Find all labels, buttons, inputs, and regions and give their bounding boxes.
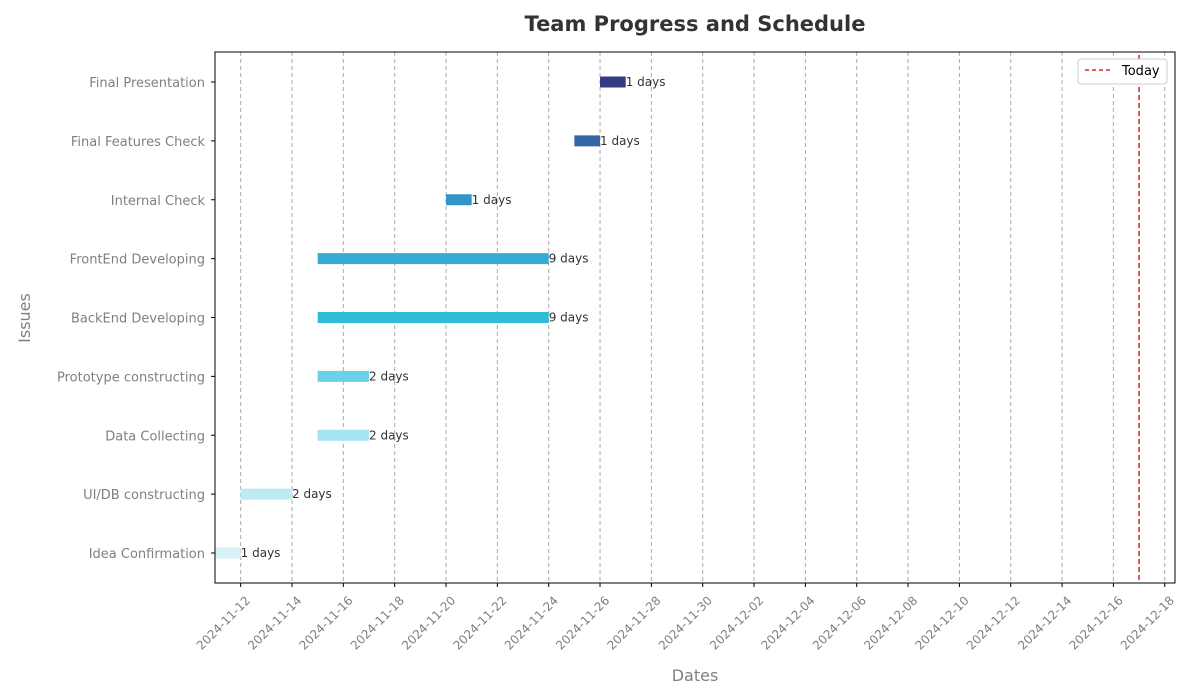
task-bar — [600, 76, 626, 88]
legend: Today — [1077, 58, 1168, 85]
x-tick-label: 2024-12-02 — [707, 593, 766, 652]
duration-label: 1 days — [472, 193, 512, 207]
task-bar — [317, 370, 370, 382]
y-tick-label: UI/DB constructing — [83, 488, 205, 503]
x-tick-label: 2024-11-24 — [502, 593, 561, 652]
x-tick-label: 2024-12-10 — [913, 593, 972, 652]
x-tick-label: 2024-11-26 — [553, 593, 612, 652]
y-tick-label: FrontEnd Developing — [70, 253, 205, 268]
y-tick-label: Data Collecting — [105, 429, 205, 444]
y-tick-label: Idea Confirmation — [89, 547, 205, 562]
x-tick-label: 2024-11-30 — [656, 593, 715, 652]
task-bars: 1 days 2 days 2 days 2 days 9 days 9 days 1 da… — [215, 75, 665, 560]
x-tick-label: 2024-11-18 — [348, 593, 407, 652]
duration-label: 2 days — [369, 369, 409, 383]
task-bar — [317, 429, 370, 441]
task-bar — [215, 547, 241, 559]
x-tick-label: 2024-11-22 — [450, 593, 509, 652]
x-tick-label: 2024-11-16 — [296, 593, 355, 652]
x-tick-label: 2024-11-14 — [245, 593, 304, 652]
x-tick-label: 2024-12-04 — [758, 593, 817, 652]
duration-label: 9 days — [549, 311, 589, 325]
plot-frame — [214, 51, 1176, 584]
y-tick-label: Prototype constructing — [57, 370, 205, 385]
task-bar — [317, 253, 549, 265]
task-bar — [317, 312, 549, 323]
duration-label: 9 days — [549, 252, 589, 266]
task-bar — [574, 135, 601, 147]
legend-box — [1077, 58, 1168, 85]
task-bar — [240, 488, 293, 500]
x-tick-label: 2024-11-28 — [604, 593, 663, 652]
y-tick-label: Internal Check — [111, 194, 206, 209]
task-bar — [446, 194, 472, 206]
x-tick-label: 2024-12-16 — [1067, 593, 1126, 652]
duration-label: 1 days — [626, 75, 666, 89]
legend-today-label: Today — [1121, 64, 1160, 79]
y-tick-label: Final Features Check — [71, 135, 206, 150]
x-tick-label: 2024-11-12 — [194, 593, 253, 652]
x-tick-label: 2024-12-06 — [810, 593, 869, 652]
chart-title: Team Progress and Schedule — [525, 12, 866, 36]
x-tick-label: 2024-11-20 — [399, 593, 458, 652]
grid-lines — [240, 52, 1166, 583]
x-tick-labels: 2024-11-122024-11-142024-11-162024-11-18… — [194, 583, 1177, 653]
y-axis-label: Issues — [15, 293, 34, 343]
x-axis-label: Dates — [672, 666, 719, 685]
duration-label: 1 days — [241, 546, 281, 560]
y-tick-label: Final Presentation — [89, 76, 205, 91]
x-tick-label: 2024-12-12 — [964, 593, 1023, 652]
x-tick-label: 2024-12-14 — [1015, 593, 1074, 652]
duration-label: 1 days — [600, 134, 640, 148]
x-tick-label: 2024-12-08 — [861, 593, 920, 652]
x-tick-label: 2024-12-18 — [1118, 593, 1177, 652]
y-tick-label: BackEnd Developing — [71, 312, 205, 327]
y-tick-labels: Idea Confirmation UI/DB constructing Data … — [57, 76, 215, 562]
duration-label: 2 days — [292, 487, 332, 501]
duration-label: 2 days — [369, 428, 409, 442]
